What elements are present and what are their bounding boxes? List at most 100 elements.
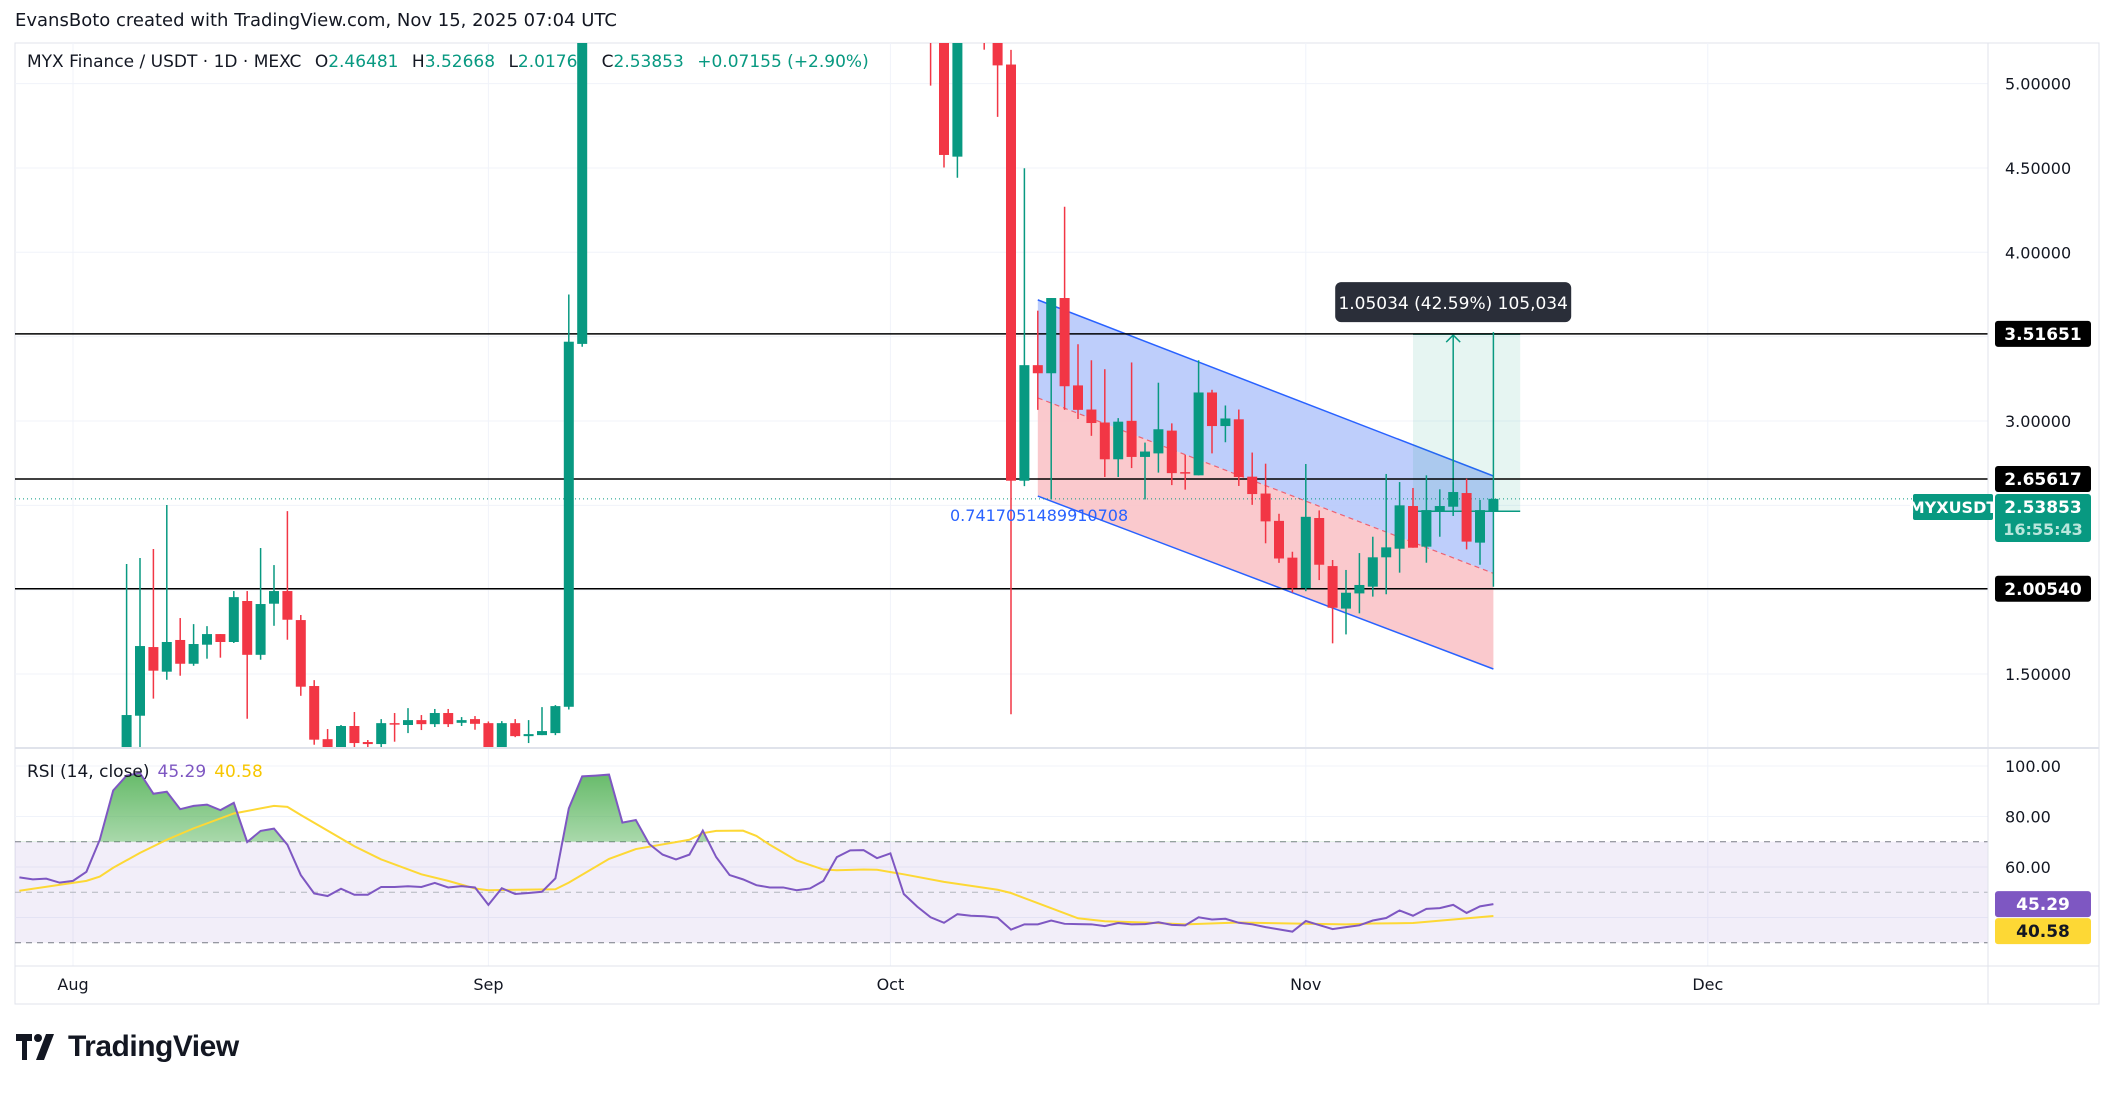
candle[interactable] bbox=[577, 0, 588, 347]
candle[interactable] bbox=[1408, 487, 1418, 548]
candle[interactable] bbox=[1341, 569, 1351, 635]
candle[interactable] bbox=[1180, 454, 1191, 490]
rsi-pane[interactable] bbox=[15, 771, 1988, 944]
candle[interactable] bbox=[215, 634, 226, 658]
candle[interactable] bbox=[1233, 409, 1244, 486]
candle[interactable] bbox=[443, 708, 454, 728]
candle[interactable] bbox=[1314, 510, 1325, 581]
candle-body bbox=[1287, 557, 1298, 589]
candle[interactable] bbox=[952, 0, 963, 178]
candle[interactable] bbox=[510, 719, 521, 738]
candle[interactable] bbox=[269, 565, 279, 626]
candle[interactable] bbox=[1073, 344, 1083, 419]
candle[interactable] bbox=[1126, 362, 1137, 469]
candle[interactable] bbox=[563, 294, 574, 710]
candle[interactable] bbox=[1448, 482, 1459, 516]
candle[interactable] bbox=[1394, 482, 1405, 573]
candle[interactable] bbox=[1193, 360, 1204, 476]
candle-body bbox=[282, 591, 293, 620]
candle[interactable] bbox=[1475, 499, 1485, 565]
candle[interactable] bbox=[496, 721, 507, 755]
rsi-overbought-fill bbox=[19, 773, 1494, 842]
candle[interactable] bbox=[1166, 423, 1177, 486]
candle-body bbox=[496, 723, 507, 748]
level-price-label-bg bbox=[1995, 320, 2091, 347]
candle[interactable] bbox=[161, 505, 172, 680]
candle[interactable] bbox=[416, 715, 427, 731]
candle[interactable] bbox=[992, 0, 1003, 117]
candle[interactable] bbox=[483, 721, 494, 755]
candle[interactable] bbox=[1247, 452, 1258, 505]
candle[interactable] bbox=[1046, 298, 1057, 500]
candle[interactable] bbox=[1354, 553, 1365, 614]
candle-body bbox=[537, 731, 547, 736]
symbol-legend[interactable]: MYX Finance / USDT · 1D · MEXC O2.46481 … bbox=[27, 52, 869, 72]
tradingview-logo[interactable]: TradingView bbox=[16, 1030, 239, 1064]
candle[interactable] bbox=[349, 712, 360, 749]
rsi-legend[interactable]: RSI (14, close) 45.29 40.58 bbox=[27, 762, 263, 782]
candle[interactable] bbox=[537, 707, 547, 736]
candle[interactable] bbox=[1421, 475, 1432, 563]
candle[interactable] bbox=[1099, 369, 1110, 478]
candle[interactable] bbox=[456, 717, 467, 727]
candle-body bbox=[295, 620, 306, 687]
channel-upper-line[interactable] bbox=[1037, 299, 1494, 477]
candle[interactable] bbox=[1274, 513, 1284, 563]
candle-body bbox=[175, 639, 186, 664]
candle[interactable] bbox=[429, 708, 440, 728]
candle[interactable] bbox=[1006, 49, 1016, 715]
candle-body bbox=[215, 634, 226, 642]
candle-body bbox=[1448, 492, 1459, 507]
candle[interactable] bbox=[175, 618, 186, 676]
candle[interactable] bbox=[1300, 464, 1311, 592]
candle[interactable] bbox=[1488, 332, 1499, 587]
candle[interactable] bbox=[389, 713, 400, 742]
candle[interactable] bbox=[1367, 536, 1378, 597]
candle[interactable] bbox=[1113, 418, 1124, 478]
candle[interactable] bbox=[242, 591, 253, 719]
candle[interactable] bbox=[255, 548, 266, 660]
candle[interactable] bbox=[282, 511, 293, 640]
candle-body bbox=[1220, 418, 1231, 427]
candle[interactable] bbox=[1381, 473, 1392, 595]
price-range-label-bg bbox=[1335, 282, 1572, 323]
candle[interactable] bbox=[1019, 168, 1030, 487]
candle[interactable] bbox=[309, 680, 320, 745]
candle[interactable] bbox=[1059, 206, 1070, 410]
candle[interactable] bbox=[979, 0, 989, 50]
candle[interactable] bbox=[148, 549, 159, 699]
candle[interactable] bbox=[322, 729, 333, 755]
candle[interactable] bbox=[1032, 310, 1043, 410]
candle-body bbox=[443, 713, 454, 725]
candle[interactable] bbox=[1220, 405, 1231, 443]
candle[interactable] bbox=[202, 626, 212, 659]
candle[interactable] bbox=[1434, 489, 1445, 537]
candle[interactable] bbox=[470, 716, 480, 730]
candle[interactable] bbox=[926, 0, 936, 86]
candle[interactable] bbox=[1153, 382, 1164, 473]
candle[interactable] bbox=[1260, 463, 1271, 544]
candle[interactable] bbox=[1207, 389, 1217, 454]
candle[interactable] bbox=[1287, 551, 1298, 593]
level-price-label-text: 2.65617 bbox=[2004, 470, 2081, 490]
candle[interactable] bbox=[376, 719, 387, 749]
candle[interactable] bbox=[1086, 360, 1097, 436]
candle[interactable] bbox=[1140, 442, 1150, 500]
candle[interactable] bbox=[228, 591, 239, 644]
candle[interactable] bbox=[1327, 560, 1338, 644]
channel-lower-line[interactable] bbox=[1037, 495, 1494, 670]
candle[interactable] bbox=[403, 708, 413, 734]
price-pane[interactable] bbox=[15, 0, 1988, 767]
candle-body bbox=[510, 723, 521, 737]
candle[interactable] bbox=[1461, 478, 1472, 550]
candle[interactable] bbox=[939, 0, 949, 168]
candle[interactable] bbox=[188, 624, 199, 666]
candle[interactable] bbox=[550, 705, 561, 736]
candle[interactable] bbox=[135, 557, 145, 762]
candle[interactable] bbox=[295, 615, 306, 696]
candle[interactable] bbox=[121, 564, 132, 767]
candle[interactable] bbox=[523, 720, 534, 744]
candle[interactable] bbox=[336, 724, 346, 755]
axes[interactable]: 5.00000 4.50000 4.00000 3.00000 1.50000 100.0… bbox=[57, 75, 2071, 994]
